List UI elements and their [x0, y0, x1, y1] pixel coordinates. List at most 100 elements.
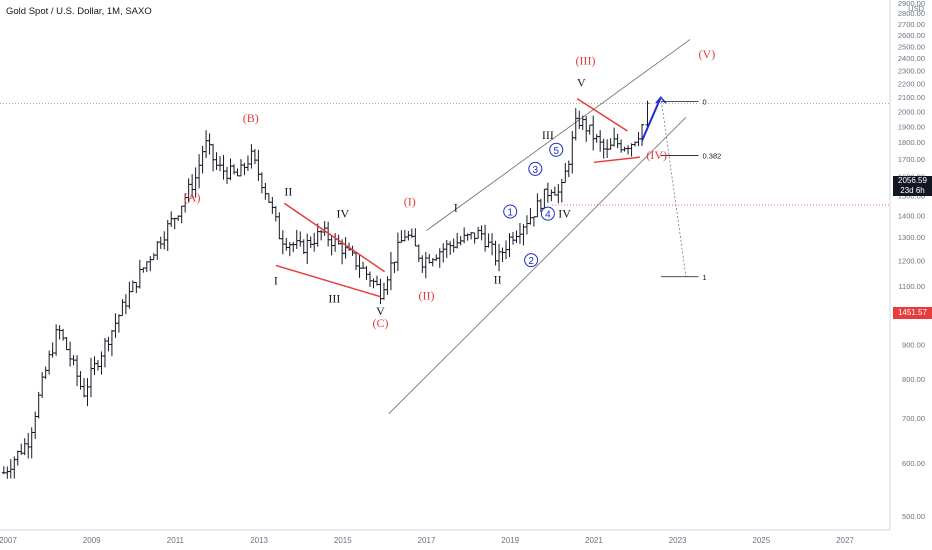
- time-tick-label: 2017: [418, 536, 436, 545]
- time-tick-label: 2013: [250, 536, 268, 545]
- ohlc-bar: [416, 244, 421, 263]
- ohlc-bar: [608, 138, 613, 150]
- ohlc-bar: [82, 377, 87, 398]
- price-tick-label: 2400.00: [898, 54, 925, 63]
- ohlc-bar: [483, 224, 488, 252]
- time-axis[interactable]: 2007 2009 2011 2013 2015 2017 2019 2021 2023 2025…: [0, 529, 890, 545]
- ohlc-bar: [493, 240, 498, 266]
- price-tick-label: 2900.00: [898, 0, 925, 8]
- ohlc-bar: [291, 241, 296, 253]
- price-tick-label: 900.00: [902, 340, 925, 349]
- ohlc-bar: [517, 222, 522, 244]
- ohlc-bar: [211, 143, 216, 172]
- red-trendline: [283, 202, 386, 273]
- ohlc-bar: [392, 261, 397, 273]
- ohlc-bar: [545, 182, 550, 203]
- ohlc-bar: [47, 350, 52, 375]
- wave-label: IV: [558, 207, 571, 221]
- ohlc-bar: [225, 166, 230, 184]
- ohlc-bar: [148, 256, 153, 272]
- wave-label: (IV): [646, 148, 667, 162]
- ohlc-bar: [29, 427, 34, 459]
- ohlc-bar: [197, 154, 202, 189]
- ohlc-bar: [8, 459, 13, 479]
- ohlc-bar: [448, 241, 453, 255]
- ohlc-bar: [563, 163, 568, 183]
- time-tick-label: 2011: [167, 536, 185, 545]
- ohlc-bar: [54, 324, 59, 356]
- level-price-tag: 1451.57: [893, 307, 932, 319]
- ohlc-bar: [179, 205, 184, 224]
- ohlc-bar: [57, 325, 62, 340]
- ohlc-bar: [629, 143, 634, 157]
- ohlc-bar: [158, 236, 163, 249]
- price-tick-label: 2800.00: [898, 9, 925, 18]
- wave-label: (V): [699, 47, 716, 61]
- wave-label-circle: [524, 253, 539, 268]
- ohlc-bar: [312, 232, 317, 252]
- ohlc-bar: [587, 124, 592, 135]
- ohlc-bar: [514, 230, 519, 243]
- price-tick-label: 700.00: [902, 414, 925, 423]
- ohlc-bar: [287, 242, 292, 257]
- ohlc-bar: [497, 244, 502, 272]
- price-tick-label: 1200.00: [898, 257, 925, 266]
- ohlc-bar: [308, 236, 313, 249]
- ohlc-bar: [476, 226, 481, 239]
- price-tick-label: 1700.00: [898, 155, 925, 164]
- ohlc-bar: [423, 251, 428, 279]
- ohlc-bar: [354, 252, 359, 271]
- ohlc-bar: [455, 232, 460, 249]
- ohlc-bar: [615, 133, 620, 149]
- time-tick-label: 2025: [752, 536, 770, 545]
- ohlc-bar: [238, 159, 243, 177]
- ohlc-bar: [165, 219, 170, 252]
- ohlc-bar: [319, 230, 324, 241]
- ohlc-bar: [266, 193, 271, 203]
- ohlc-bar: [402, 229, 407, 242]
- ohlc-bar: [235, 168, 240, 177]
- wave-label-circle: [528, 161, 543, 176]
- ohlc-bar: [134, 281, 139, 294]
- time-tick-label: 2015: [334, 536, 352, 545]
- price-tick-label: 600.00: [902, 459, 925, 468]
- ohlc-bar: [504, 240, 509, 260]
- ohlc-bars: [1, 100, 650, 479]
- price-axis[interactable]: 500.00600.00700.00800.00900.001000.00110…: [0, 0, 925, 530]
- ohlc-bar: [207, 133, 212, 155]
- price-tick-label: 1400.00: [898, 212, 925, 221]
- time-tick-label: 2027: [836, 536, 854, 545]
- ohlc-bar: [228, 158, 233, 181]
- ohlc-bar: [242, 162, 247, 176]
- blue-projection: [641, 96, 662, 141]
- ohlc-bar: [528, 208, 533, 225]
- wave-label-circle: [503, 204, 518, 219]
- ohlc-bar: [594, 134, 599, 143]
- price-tick-label: 1100.00: [898, 282, 925, 291]
- ohlc-bar: [413, 228, 418, 247]
- fib-level-label: 1: [703, 273, 707, 282]
- wave-label: I: [274, 274, 278, 288]
- ohlc-bar: [636, 132, 641, 147]
- time-tick-label: 2021: [585, 536, 603, 545]
- ohlc-bar: [388, 251, 393, 291]
- ohlc-bar: [89, 357, 94, 398]
- wave-label: (I): [404, 194, 416, 208]
- ohlc-bar: [113, 313, 118, 338]
- time-tick-label: 2023: [669, 536, 687, 545]
- ohlc-bar: [78, 371, 83, 390]
- ohlc-bar: [580, 115, 585, 131]
- ohlc-bar: [357, 254, 362, 278]
- price-tick-label: 2600.00: [898, 31, 925, 40]
- ohlc-bar: [570, 131, 575, 174]
- price-tick-label: 1800.00: [898, 138, 925, 147]
- ohlc-bar: [619, 139, 624, 153]
- wave-labels: (A)(B)(C)IIIIVIIIV(I)(II)III12345IIIIVV(…: [184, 47, 715, 330]
- ohlc-bar: [434, 254, 439, 261]
- red-trendline: [593, 156, 641, 164]
- ohlc-bar: [218, 156, 223, 172]
- elliott-channel: [388, 39, 691, 414]
- wave-label: 2: [528, 256, 534, 267]
- ohlc-bar: [50, 342, 55, 358]
